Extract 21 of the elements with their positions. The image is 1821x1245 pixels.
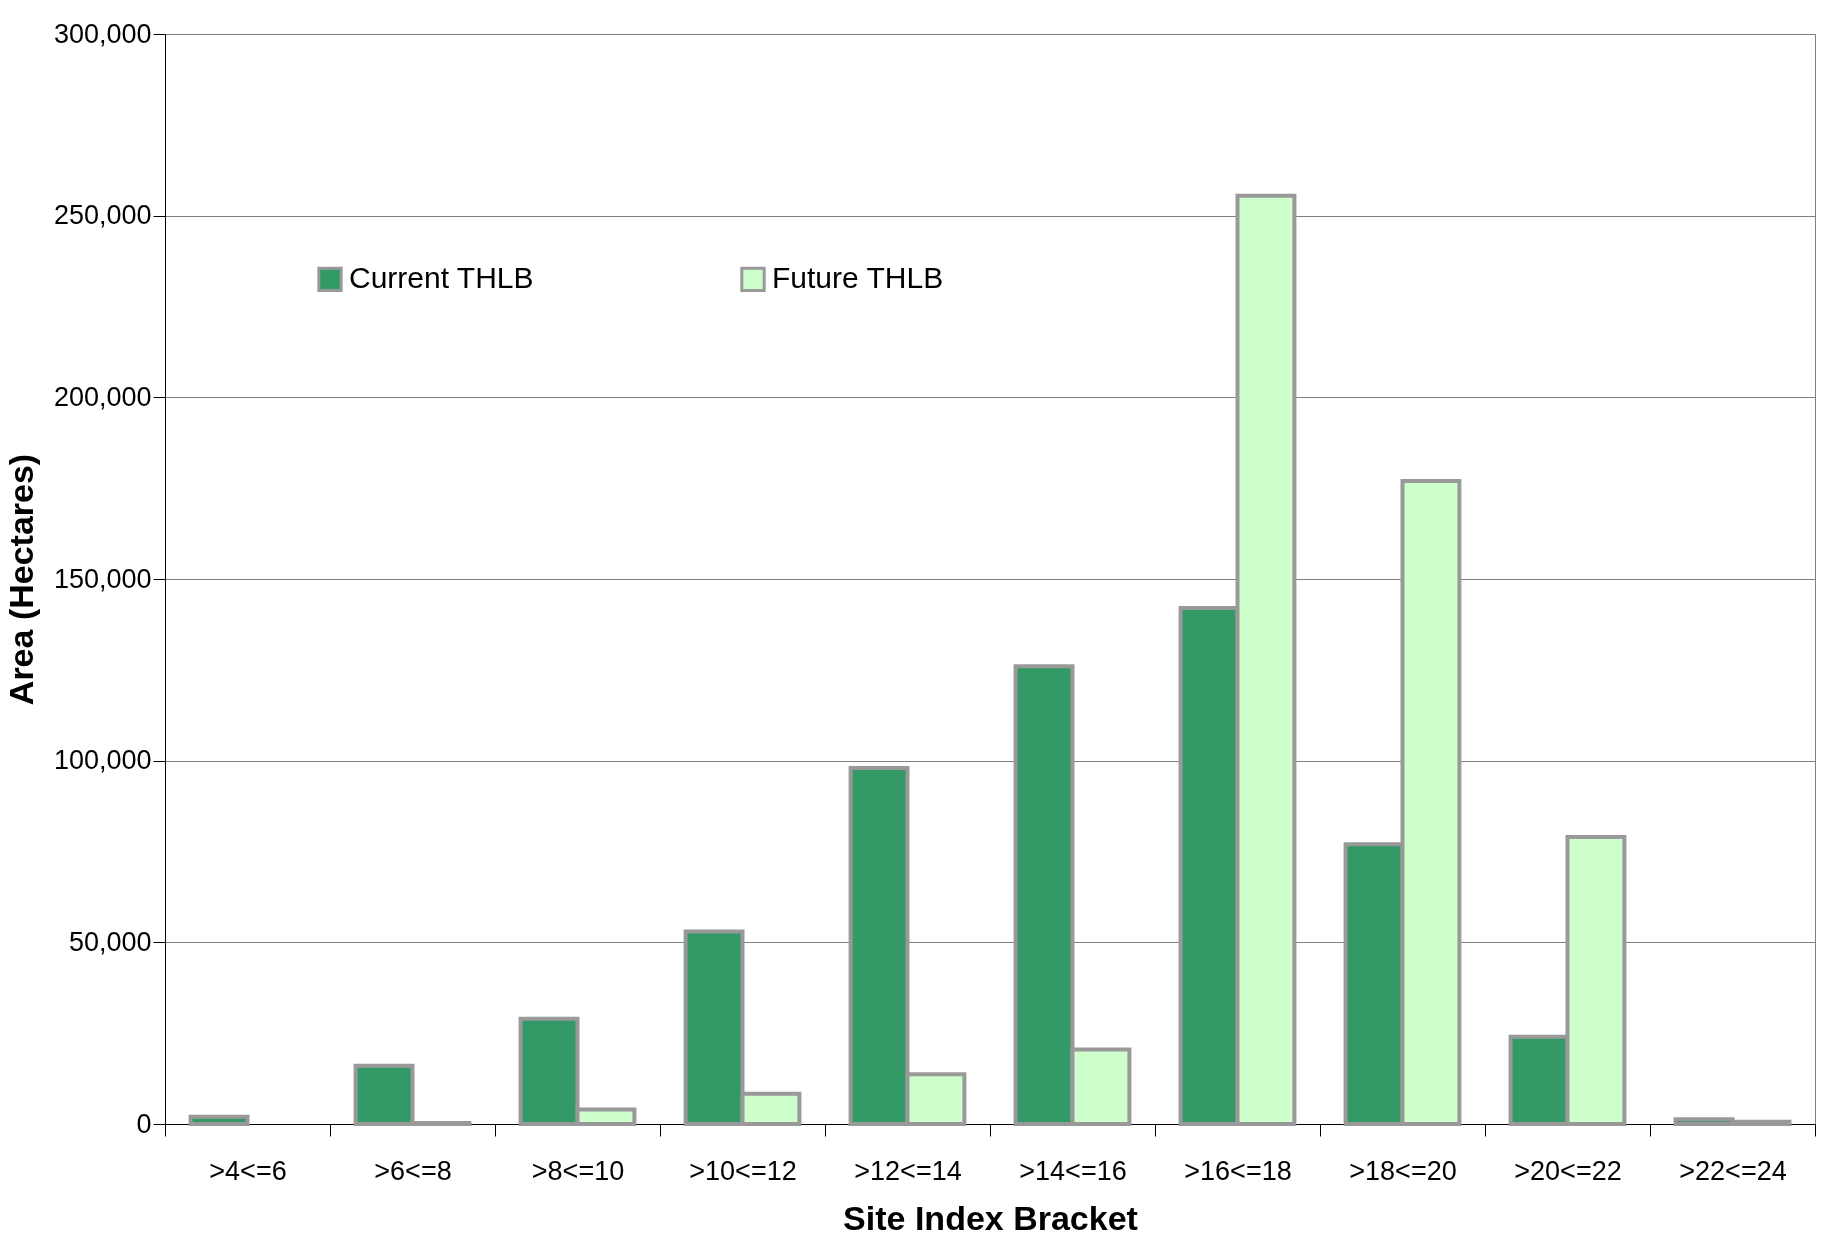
legend-label: Future THLB xyxy=(772,261,944,295)
y-tick-label: 0 xyxy=(136,1108,152,1139)
y-tick-label: 300,000 xyxy=(53,18,152,49)
x-tick-label: >6<=8 xyxy=(374,1155,452,1186)
y-axis-title: Area (Hectares) xyxy=(1,453,40,706)
y-tick-label: 200,000 xyxy=(53,381,152,412)
x-tick-label: >18<=20 xyxy=(1349,1155,1457,1186)
x-tick-label: >4<=6 xyxy=(209,1155,287,1186)
x-tick-label: >10<=12 xyxy=(689,1155,797,1186)
y-tick-label: 250,000 xyxy=(53,200,152,231)
y-tick-label: 100,000 xyxy=(53,745,152,776)
x-tick-label: >16<=18 xyxy=(1184,1155,1292,1186)
x-tick-label: >22<=24 xyxy=(1679,1155,1787,1186)
x-tick-label: >8<=10 xyxy=(531,1155,625,1186)
x-tick-label: >12<=14 xyxy=(854,1155,962,1186)
x-axis-title: Site Index Bracket xyxy=(843,1198,1138,1237)
y-tick-label: 50,000 xyxy=(68,926,152,957)
legend-label: Current THLB xyxy=(349,261,534,295)
y-tick-label: 150,000 xyxy=(53,563,152,594)
x-tick-label: >20<=22 xyxy=(1514,1155,1622,1186)
x-tick-label: >14<=16 xyxy=(1019,1155,1127,1186)
